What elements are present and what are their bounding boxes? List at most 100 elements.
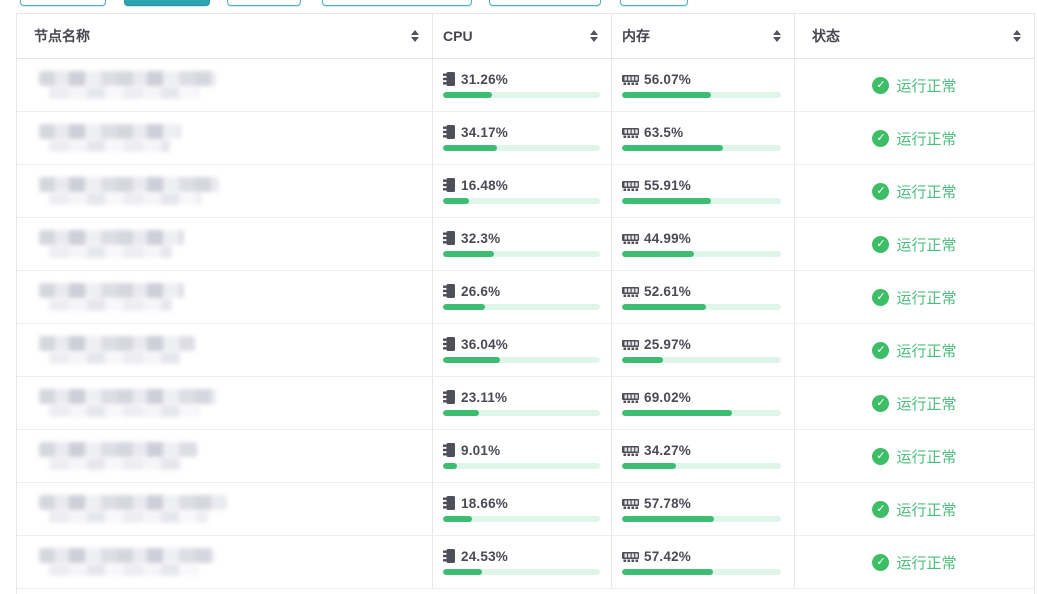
memory-percent-value: 44.99%: [644, 230, 691, 246]
memory-progress-bar: [622, 198, 781, 204]
top-tab-button-2-active[interactable]: [124, 0, 210, 6]
status-cell: ✓ 运行正常: [795, 112, 1034, 164]
cpu-chip-icon: [443, 495, 456, 511]
cpu-percent-value: 26.6%: [461, 283, 501, 299]
node-name-cell: [17, 430, 433, 482]
memory-ram-icon: [622, 178, 639, 192]
top-tab-button-3[interactable]: [227, 0, 301, 6]
table-row[interactable]: 24.53%: [17, 536, 1034, 589]
cpu-percent-value: 9.01%: [461, 442, 501, 458]
cpu-cell: 31.26%: [433, 59, 612, 111]
cpu-progress-bar: [443, 357, 600, 363]
cpu-cell: 9.01%: [433, 430, 612, 482]
cpu-progress-bar: [443, 145, 600, 151]
table-row[interactable]: 31.26%: [17, 59, 1034, 112]
status-label: 运行正常: [896, 554, 957, 572]
sort-icon[interactable]: [1013, 30, 1021, 42]
check-circle-icon: ✓: [872, 447, 890, 465]
memory-ram-icon: [622, 284, 639, 298]
redacted-node-name: [39, 124, 181, 152]
column-header-node-name[interactable]: 节点名称: [17, 14, 433, 58]
node-name-cell: [17, 271, 433, 323]
top-tab-bar: [0, 0, 1037, 8]
sort-icon[interactable]: [773, 30, 781, 42]
sort-icon[interactable]: [411, 30, 419, 42]
status-label: 运行正常: [896, 183, 957, 201]
cpu-chip-icon: [443, 442, 456, 458]
table-row[interactable]: 9.01%: [17, 430, 1034, 483]
redacted-node-name: [39, 548, 214, 576]
node-name-cell: [17, 324, 433, 376]
top-tab-button-5[interactable]: [489, 0, 601, 6]
memory-ram-icon: [622, 231, 639, 245]
node-name-cell: [17, 377, 433, 429]
check-circle-icon: ✓: [872, 394, 890, 412]
memory-ram-icon: [622, 125, 639, 139]
memory-ram-icon: [622, 443, 639, 457]
memory-percent-value: 57.42%: [644, 548, 691, 564]
memory-percent-value: 69.02%: [644, 389, 691, 405]
memory-percent-value: 56.07%: [644, 71, 691, 87]
memory-ram-icon: [622, 337, 639, 351]
node-name-cell: [17, 165, 433, 217]
status-label: 运行正常: [896, 395, 957, 413]
status-label: 运行正常: [896, 77, 957, 95]
column-header-status[interactable]: 状态: [795, 14, 1034, 58]
node-name-header-label: 节点名称: [34, 28, 90, 44]
cpu-cell: 18.66%: [433, 483, 612, 535]
cpu-cell: 36.04%: [433, 324, 612, 376]
table-row[interactable]: 32.3%: [17, 218, 1034, 271]
cpu-progress-bar: [443, 92, 600, 98]
cpu-percent-value: 31.26%: [461, 71, 508, 87]
table-row[interactable]: 36.04%: [17, 324, 1034, 377]
memory-progress-bar: [622, 357, 781, 363]
nodes-table: 节点名称 CPU 内存 状态: [16, 13, 1035, 594]
status-cell: ✓ 运行正常: [795, 377, 1034, 429]
cpu-percent-value: 24.53%: [461, 548, 508, 564]
status-cell: ✓ 运行正常: [795, 324, 1034, 376]
check-circle-icon: ✓: [872, 76, 890, 94]
column-header-memory[interactable]: 内存: [612, 14, 795, 58]
top-tab-button-4[interactable]: [322, 0, 472, 6]
cpu-progress-bar: [443, 569, 600, 575]
check-circle-icon: ✓: [872, 500, 890, 518]
node-name-cell: [17, 59, 433, 111]
status-cell: ✓ 运行正常: [795, 271, 1034, 323]
cpu-percent-value: 16.48%: [461, 177, 508, 193]
memory-progress-bar: [622, 569, 781, 575]
top-tab-button-6[interactable]: [620, 0, 688, 6]
status-cell: ✓ 运行正常: [795, 59, 1034, 111]
status-cell: ✓ 运行正常: [795, 536, 1034, 588]
memory-ram-icon: [622, 72, 639, 86]
memory-progress-bar: [622, 516, 781, 522]
status-cell: ✓ 运行正常: [795, 483, 1034, 535]
cpu-chip-icon: [443, 336, 456, 352]
redacted-node-name: [39, 283, 184, 311]
table-row-partial: [17, 589, 1034, 594]
memory-cell: 52.61%: [612, 271, 795, 323]
memory-header-label: 内存: [622, 28, 650, 44]
top-tab-button-1[interactable]: [20, 0, 106, 6]
memory-cell: 63.5%: [612, 112, 795, 164]
sort-icon[interactable]: [590, 30, 598, 42]
check-circle-icon: ✓: [872, 129, 890, 147]
column-header-cpu[interactable]: CPU: [433, 14, 612, 58]
cpu-cell: 16.48%: [433, 165, 612, 217]
memory-ram-icon: [622, 390, 639, 404]
memory-percent-value: 52.61%: [644, 283, 691, 299]
table-row[interactable]: 34.17%: [17, 112, 1034, 165]
node-name-cell: [17, 483, 433, 535]
cpu-chip-icon: [443, 124, 456, 140]
memory-percent-value: 25.97%: [644, 336, 691, 352]
redacted-node-name: [39, 442, 197, 470]
status-cell: ✓ 运行正常: [795, 430, 1034, 482]
redacted-node-name: [39, 495, 226, 523]
memory-cell: 44.99%: [612, 218, 795, 270]
table-row[interactable]: 23.11%: [17, 377, 1034, 430]
table-row[interactable]: 26.6%: [17, 271, 1034, 324]
status-cell: ✓ 运行正常: [795, 218, 1034, 270]
table-row[interactable]: 18.66%: [17, 483, 1034, 536]
table-row[interactable]: 16.48%: [17, 165, 1034, 218]
cpu-progress-bar: [443, 463, 600, 469]
memory-cell: 57.78%: [612, 483, 795, 535]
